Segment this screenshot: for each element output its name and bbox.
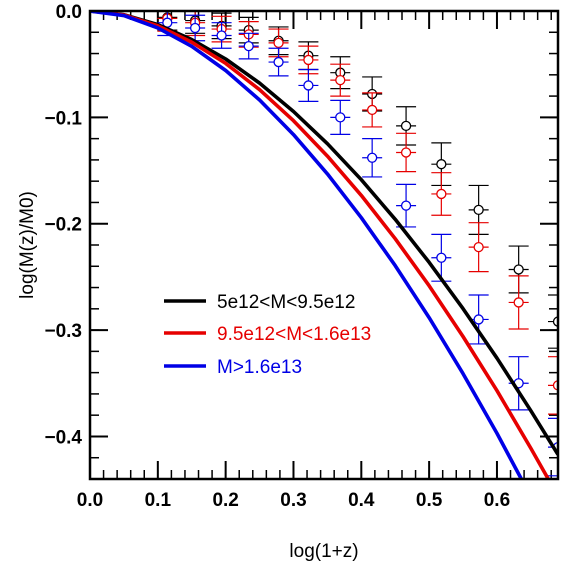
data-point bbox=[400, 147, 412, 158]
data-point bbox=[513, 297, 524, 308]
legend-label: M>1.6e13 bbox=[217, 357, 302, 378]
error-bar bbox=[362, 92, 383, 128]
data-point bbox=[400, 200, 412, 211]
data-point bbox=[303, 54, 314, 66]
series-3 bbox=[157, 11, 558, 477]
legend-label: 9.5e12<M<1.6e13 bbox=[217, 324, 371, 345]
x-tick-label: 0.4 bbox=[348, 490, 375, 511]
data-point bbox=[473, 204, 484, 216]
x-tick-labels: 0.0 0.1 0.2 0.3 0.4 0.5 0.6 bbox=[77, 490, 510, 511]
legend-item: 9.5e12<M<1.6e13 bbox=[164, 324, 371, 345]
data-point bbox=[473, 314, 484, 325]
data-point bbox=[335, 74, 346, 86]
data-point bbox=[367, 104, 378, 116]
error-bar bbox=[548, 356, 558, 415]
y-tick-labels: 0.0 −0.1 −0.2 −0.3 −0.4 bbox=[44, 2, 82, 448]
data-point bbox=[335, 112, 346, 123]
x-tick-label: 0.0 bbox=[77, 490, 103, 511]
data-point bbox=[436, 159, 447, 170]
legend-label: 5e12<M<9.5e12 bbox=[217, 292, 355, 313]
plot-area bbox=[90, 11, 558, 479]
data-point bbox=[243, 40, 254, 52]
y-axis-label: log(M(z)/M0) bbox=[17, 191, 38, 299]
y-tick-label: −0.4 bbox=[44, 427, 82, 448]
data-point bbox=[436, 188, 447, 200]
error-bar bbox=[548, 294, 558, 349]
data-point bbox=[400, 120, 412, 132]
y-tick-label: −0.3 bbox=[44, 321, 82, 342]
data-point bbox=[216, 30, 227, 41]
legend: 5e12<M<9.5e12 9.5e12<M<1.6e13 M>1.6e13 bbox=[164, 292, 371, 378]
data-point bbox=[273, 37, 284, 49]
data-point bbox=[436, 252, 447, 263]
data-point bbox=[513, 264, 524, 275]
data-point bbox=[273, 56, 284, 68]
data-point bbox=[189, 22, 201, 34]
x-tick-label: 0.5 bbox=[416, 490, 443, 511]
legend-item: M>1.6e13 bbox=[164, 357, 302, 378]
data-point bbox=[367, 152, 378, 163]
x-tick-label: 0.1 bbox=[145, 490, 172, 511]
x-tick-label: 0.3 bbox=[280, 490, 306, 511]
y-tick-label: −0.1 bbox=[44, 108, 82, 129]
y-tick-label: 0.0 bbox=[56, 2, 82, 23]
y-tick-label: −0.2 bbox=[44, 215, 82, 236]
plot-frame bbox=[88, 9, 560, 481]
major-ticks bbox=[89, 10, 558, 479]
series-3-fit-line bbox=[90, 11, 524, 479]
data-point bbox=[303, 80, 314, 91]
series-2-fit-line bbox=[90, 11, 551, 479]
legend-item: 5e12<M<9.5e12 bbox=[164, 292, 355, 313]
x-axis-label: log(1+z) bbox=[289, 541, 358, 562]
data-point bbox=[473, 241, 484, 253]
x-tick-label: 0.2 bbox=[212, 490, 238, 511]
x-tick-label: 0.6 bbox=[484, 490, 510, 511]
